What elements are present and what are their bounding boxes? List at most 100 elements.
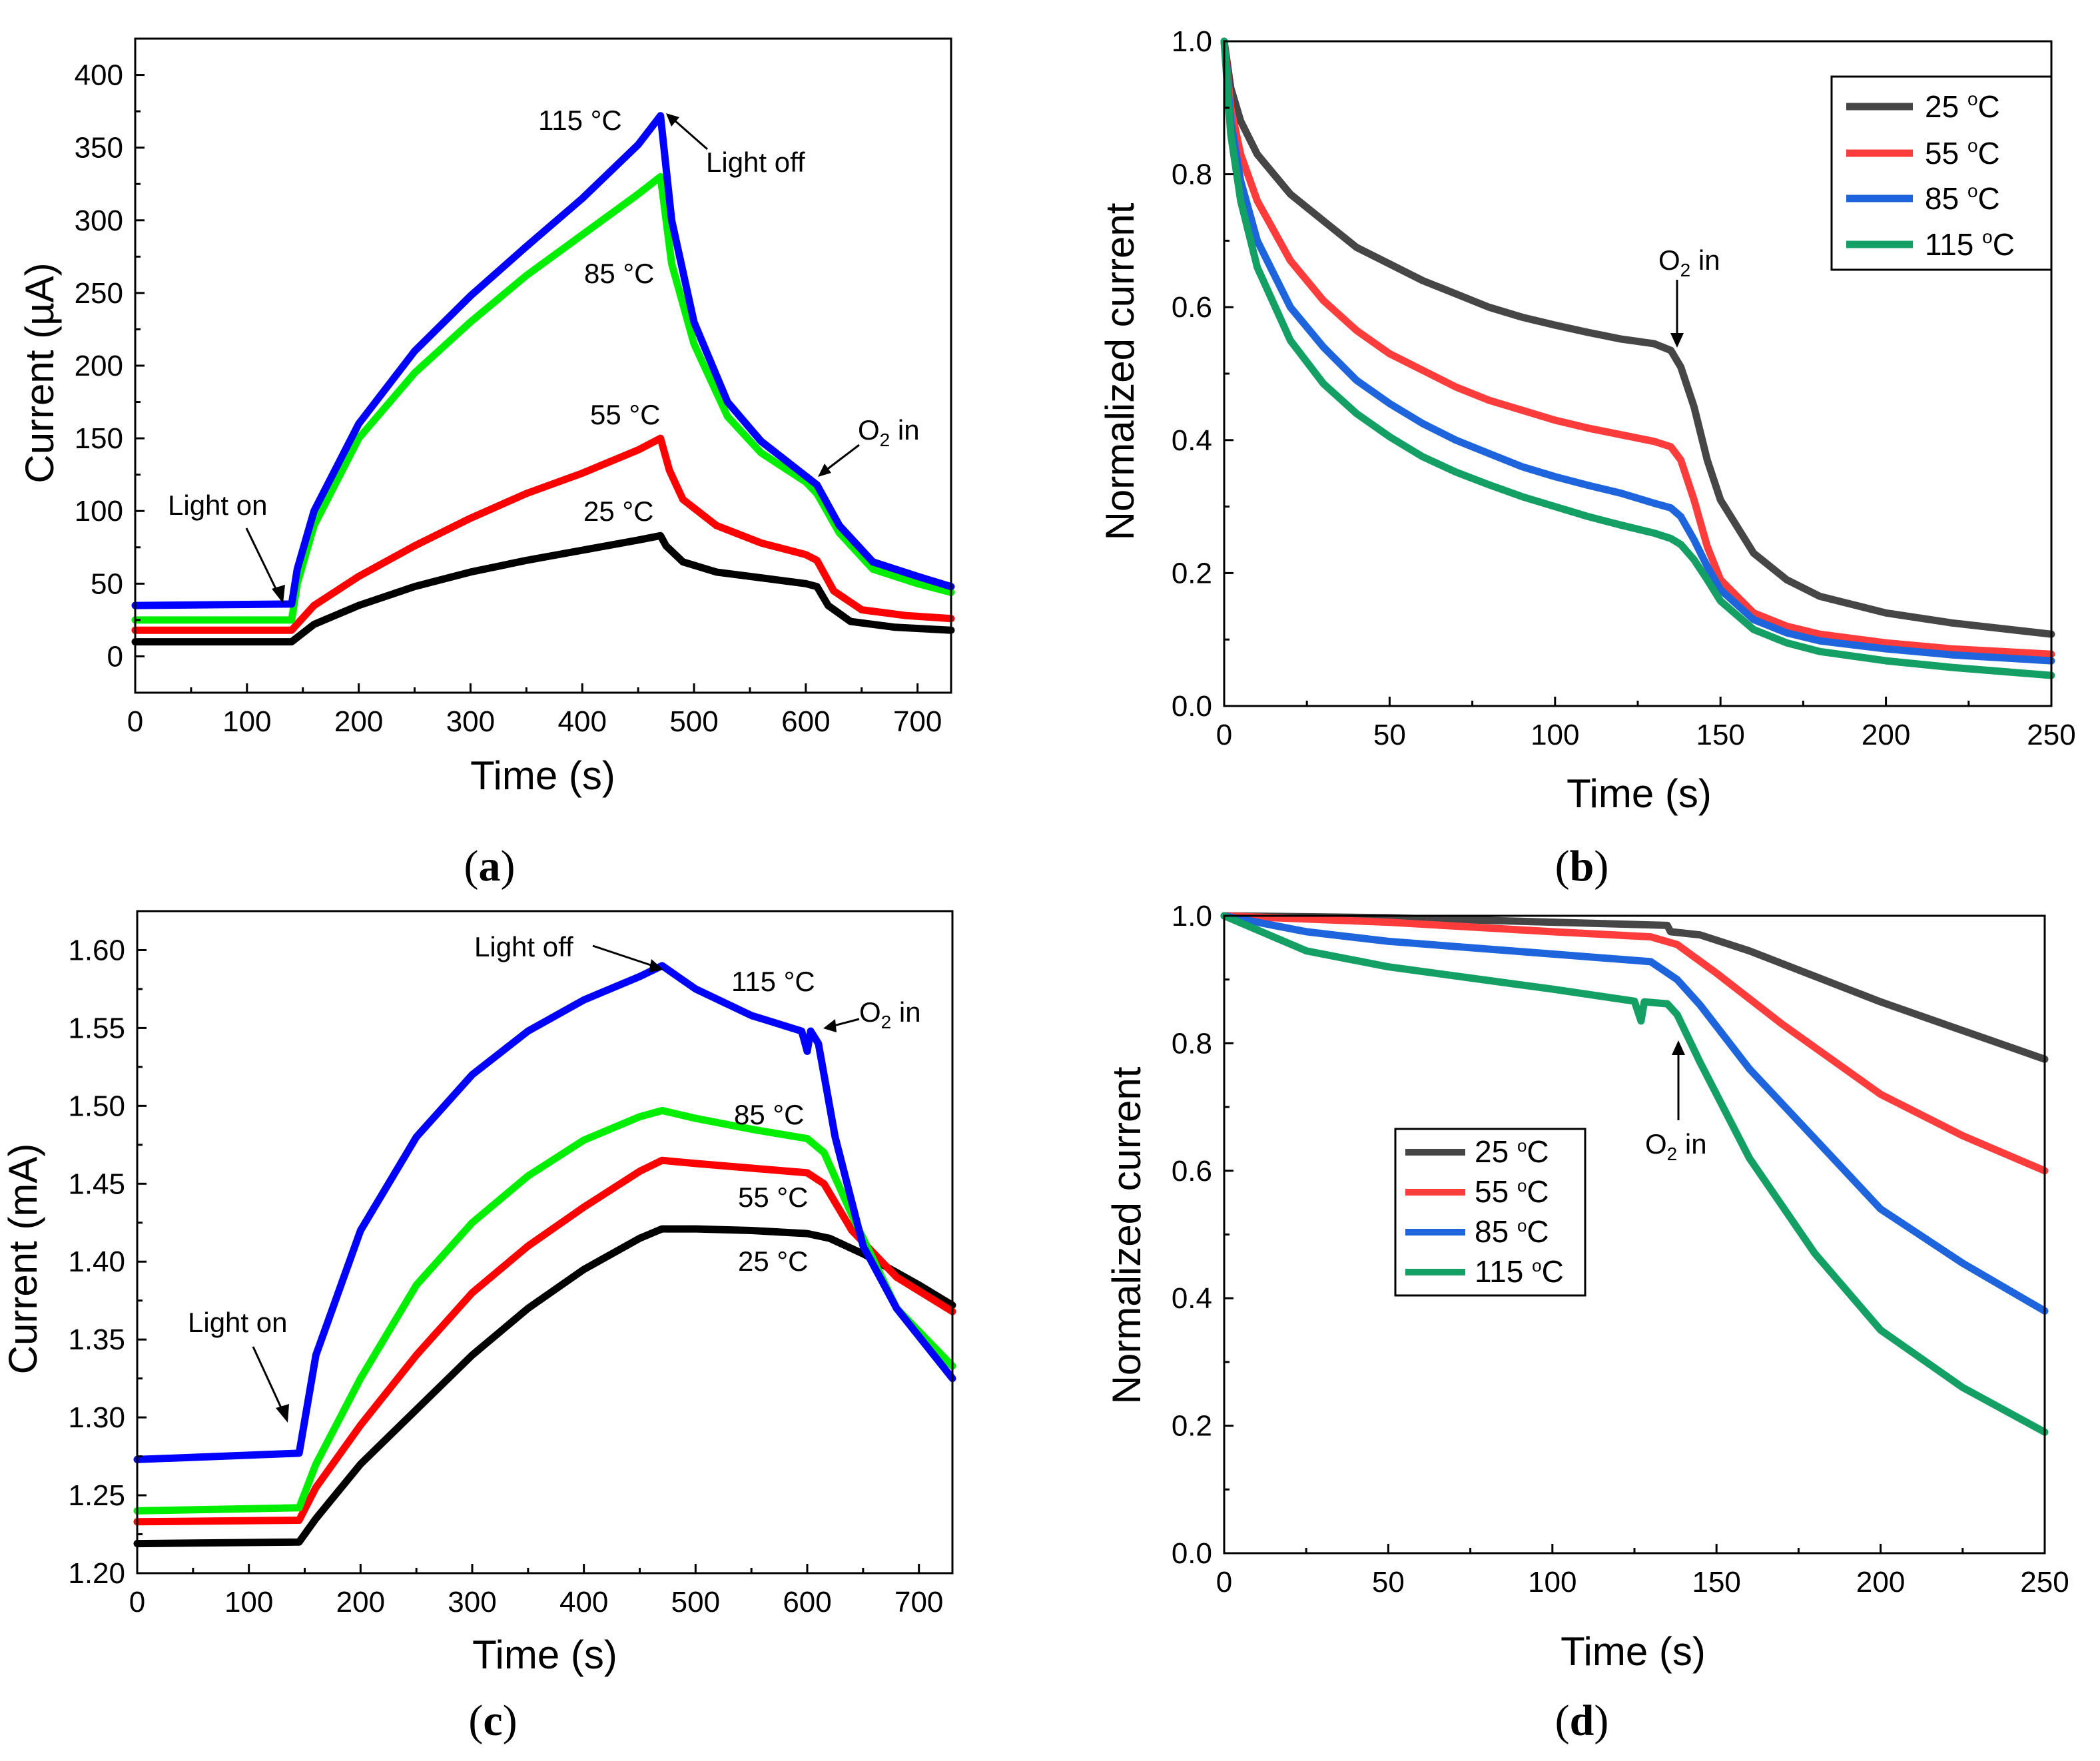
panel-d-legend-25-unit: C — [1527, 1134, 1549, 1169]
panel-a-xtick-label: 400 — [558, 705, 607, 738]
panel-b-legend-85-deg: o — [1967, 180, 1978, 201]
panel-c-ytick-label: 1.30 — [68, 1401, 125, 1434]
panel-c-xtick-label: 200 — [336, 1586, 385, 1618]
panel-b-ylabel: Normalized current — [1098, 202, 1142, 540]
panel-c-annot-55: 55 °C — [738, 1182, 809, 1213]
panel-c-ytick-label: 1.20 — [68, 1557, 125, 1590]
panel-b-o2-rest: in — [1690, 244, 1720, 276]
panel-b-legend-55: 55 oC — [1925, 135, 2000, 171]
panel-b-xtick-label: 100 — [1531, 719, 1579, 751]
panel-b-legend-85-num: 85 — [1925, 181, 1967, 216]
panel-b-ytick-label: 0.0 — [1172, 690, 1212, 723]
panel-a-annot-85: 85 °C — [584, 258, 655, 289]
panel-b-legend-85-unit: C — [1978, 181, 2000, 216]
panel-b-xlabel: Time (s) — [1567, 771, 1712, 816]
panel-b-legend-25-num: 25 — [1925, 89, 1967, 124]
panel-b-ytick-label: 0.4 — [1172, 424, 1212, 457]
panel-b-ytick-label: 0.2 — [1172, 557, 1212, 589]
panel-c-arrowhead-light-off — [649, 959, 663, 972]
panel-c-xtick-label: 700 — [894, 1586, 943, 1618]
panel-d-legend-55-num: 55 — [1475, 1174, 1517, 1209]
panel-a-series-115c — [131, 112, 955, 609]
panel-d-ylabel: Normalized current — [1104, 1066, 1149, 1404]
panel-a-annot-light-off: Light off — [706, 147, 805, 178]
panel-b-legend-85: 85 oC — [1925, 180, 2000, 216]
panel-d-legend-115-deg: o — [1532, 1255, 1541, 1275]
panel-c-arrow-light-off — [592, 944, 653, 967]
panel-a-ytick-label: 350 — [75, 132, 123, 165]
panel-b-axes: 0 50 100 150 200 250 0.0 0.2 0.4 0.6 0.8 1.0 — [1172, 25, 2076, 751]
panel-c-o2-sub: 2 — [881, 1012, 892, 1032]
panel-c-ytick-label: 1.45 — [68, 1168, 125, 1200]
panel-b-legend-115: 115 oC — [1925, 226, 2015, 262]
panel-c-ytick-label: 1.40 — [68, 1245, 125, 1278]
panel-b-legend-115-num: 115 — [1925, 227, 1982, 262]
panel-d-legend: 25 oC 55 oC 85 oC 115 oC — [1394, 1128, 1586, 1297]
panel-c-xlabel: Time (s) — [472, 1632, 617, 1677]
panel-c-plot-frame — [136, 910, 954, 1575]
panel-a-ytick-label: 50 — [91, 567, 123, 600]
panel-a-xtick-label: 0 — [127, 705, 143, 738]
panel-a-xtick-label: 700 — [893, 705, 942, 738]
panel-d-ytick-label: 1.0 — [1172, 900, 1212, 932]
panel-d-xtick-label: 150 — [1692, 1566, 1740, 1598]
panel-c-annot-115: 115 °C — [731, 966, 815, 997]
panel-a-chart: 0 100 200 300 400 500 600 700 0 50 100 150 200 250 300… — [17, 37, 955, 890]
panel-a-series-25c — [131, 531, 955, 646]
panel-c-label-letter: c — [483, 1696, 502, 1745]
panel-d-ytick-label: 0.8 — [1172, 1027, 1212, 1060]
panel-d-ytick-label: 0.6 — [1172, 1155, 1212, 1188]
panel-a-xtick-label: 500 — [669, 705, 718, 738]
panel-b-legend-25: 25 oC — [1925, 89, 2000, 124]
panel-a-annot-55: 55 °C — [590, 399, 661, 430]
panel-b-xtick-label: 50 — [1373, 719, 1406, 751]
panel-a-ytick-label: 150 — [75, 422, 123, 455]
panel-a-ytick-label: 0 — [107, 640, 123, 673]
panel-b-arrowhead-o2 — [1670, 333, 1684, 348]
panel-a-series-55c — [131, 434, 955, 634]
panel-a-o2-sub: 2 — [880, 430, 890, 450]
panel-b-legend-115-unit: C — [1993, 227, 2015, 262]
panel-d-series — [1220, 912, 2049, 1436]
panel-b-series-115c — [1220, 37, 2055, 679]
panel-c-xtick-label: 600 — [783, 1586, 831, 1618]
panel-d-chart: 0 50 100 150 200 250 0.0 0.2 0.4 0.6 0.8 1.0 Time (… — [1104, 900, 2069, 1745]
panel-c-series-25c — [133, 1225, 956, 1548]
panel-c-ytick-label: 1.25 — [68, 1479, 125, 1512]
panel-c-ylabel: Current (mA) — [1, 1144, 45, 1375]
panel-c-xtick-label: 400 — [559, 1586, 608, 1618]
panel-a-xlabel: Time (s) — [470, 753, 615, 798]
panel-a-series — [131, 112, 955, 646]
panel-c-annot-light-on: Light on — [188, 1307, 287, 1338]
panel-c-annot-o2: O2 in — [859, 996, 921, 1032]
panel-d-ytick-label: 0.4 — [1172, 1282, 1212, 1315]
panel-a-arrow-o2 — [825, 444, 860, 472]
panel-d-legend-85: 85 oC — [1475, 1214, 1549, 1249]
panel-c-ytick-label: 1.35 — [68, 1323, 125, 1356]
panel-b-xtick-label: 0 — [1216, 719, 1232, 751]
panel-d-series-55c — [1220, 912, 2049, 1175]
panel-c-o2-rest: in — [891, 996, 920, 1028]
panel-d-xtick-label: 50 — [1372, 1566, 1405, 1598]
panel-a-xtick-label: 300 — [446, 705, 495, 738]
panel-d-legend-55-unit: C — [1527, 1174, 1549, 1209]
panel-d-ytick-label: 0.0 — [1172, 1537, 1212, 1570]
panel-d-legend-115: 115 oC — [1475, 1254, 1564, 1289]
panel-d-legend-25-deg: o — [1517, 1136, 1527, 1156]
panel-b-o2-base: O — [1658, 244, 1680, 276]
panel-a-arrow-light-on — [245, 528, 280, 595]
panel-b-xtick-label: 200 — [1862, 719, 1910, 751]
panel-c-series-115c — [133, 962, 956, 1463]
panel-d-xtick-label: 0 — [1216, 1566, 1232, 1598]
panel-c-xtick-label: 500 — [671, 1586, 720, 1618]
panel-a-plot-frame — [134, 37, 952, 694]
panel-b-legend: 25 oC 55 oC 85 oC 115 oC — [1830, 75, 2053, 271]
panel-b-series-85c — [1220, 37, 2055, 665]
panel-a-label: (a) — [464, 842, 516, 890]
panel-d-legend-25-num: 25 — [1475, 1134, 1517, 1169]
panel-b-legend-115-deg: o — [1982, 226, 1993, 247]
panel-a-ytick-label: 200 — [75, 350, 123, 382]
panel-a-o2-base: O — [858, 414, 880, 446]
panel-b-label-letter: b — [1570, 842, 1594, 890]
panel-b-ytick-label: 0.8 — [1172, 159, 1212, 191]
